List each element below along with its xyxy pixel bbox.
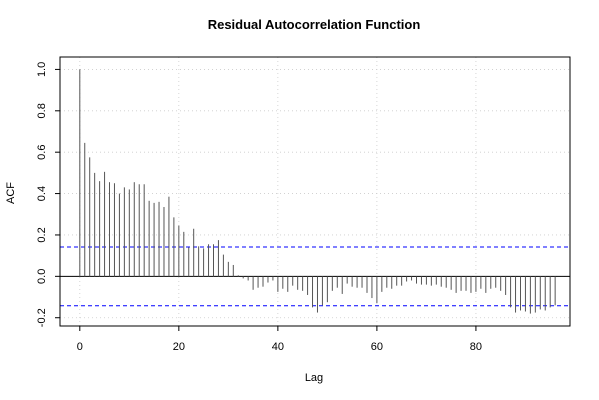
- acf-bars: [79, 69, 556, 314]
- y-axis: -0.2 0.0 0.2 0.4 0.6 0.8 1.0: [36, 62, 60, 327]
- y-tick-label: 1.0: [36, 62, 48, 77]
- x-axis-label: Lag: [305, 372, 323, 384]
- y-tick-label: 0.8: [36, 103, 48, 118]
- confidence-bands: [60, 246, 570, 307]
- y-tick-label: 0.6: [36, 145, 48, 160]
- x-tick-label: 0: [77, 341, 83, 353]
- x-tick-label: 20: [173, 341, 185, 353]
- x-tick-label: 60: [371, 341, 383, 353]
- y-tick-label: 0.2: [36, 227, 48, 242]
- chart-title: Residual Autocorrelation Function: [208, 17, 421, 32]
- x-tick-label: 40: [272, 341, 284, 353]
- y-tick-label: 0.0: [36, 269, 48, 284]
- grid: [60, 57, 570, 326]
- y-axis-label: ACF: [5, 182, 17, 204]
- y-tick-label: -0.2: [36, 308, 48, 327]
- plot-frame: [59, 56, 571, 327]
- y-tick-label: 0.4: [36, 186, 48, 201]
- x-tick-label: 80: [470, 341, 482, 353]
- x-axis: 0 20 40 60 80: [77, 326, 482, 353]
